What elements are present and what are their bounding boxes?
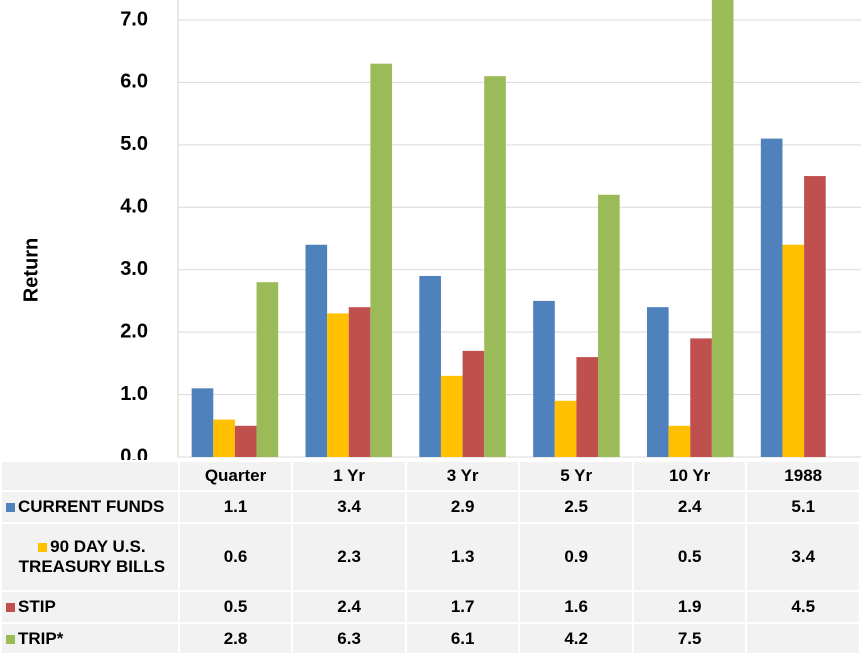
legend-label: TRIP* <box>18 628 64 648</box>
legend-cell: CURRENT FUNDS <box>0 490 180 524</box>
data-table: Quarter 1 Yr 3 Yr 5 Yr 10 Yr 1988 CURRENT FUN… <box>0 460 861 655</box>
bar <box>462 350 485 457</box>
y-tick-label: 7.0 <box>120 8 148 30</box>
table-value: 7.5 <box>631 622 748 655</box>
bars <box>191 0 826 457</box>
table-value: 0.9 <box>518 522 634 592</box>
y-tick-label: 6.0 <box>120 71 148 93</box>
table-value: 2.8 <box>177 622 294 655</box>
legend-cell: 90 DAY U.S. TREASURY BILLS <box>0 522 180 592</box>
bar <box>484 76 506 457</box>
legend-swatch <box>6 603 15 612</box>
legend-cell: TRIP* <box>0 622 180 655</box>
bar <box>576 357 599 457</box>
x-tick-label: 5 Yr <box>518 460 634 492</box>
y-tick-label: 1.0 <box>120 383 148 405</box>
table-value: 4.2 <box>518 622 634 655</box>
table-value: 1.3 <box>404 522 521 592</box>
table-value: 0.6 <box>177 522 294 592</box>
table-value: 2.5 <box>518 490 634 524</box>
y-tick-label: 3.0 <box>120 258 148 280</box>
corner <box>0 460 180 492</box>
table-row: CURRENT FUNDS 1.1 3.4 2.9 2.5 2.4 5.1 <box>0 490 861 524</box>
y-axis-label: Return <box>20 238 42 302</box>
bar <box>440 375 463 457</box>
legend-swatch <box>6 634 15 644</box>
legend-label: CURRENT FUNDS <box>18 497 165 516</box>
table-value: 1.6 <box>518 590 634 624</box>
bar <box>554 400 577 457</box>
x-tick-label: Quarter <box>177 460 294 492</box>
x-tick-label: 10 Yr <box>631 460 748 492</box>
legend-label: STIP <box>18 597 56 616</box>
table-value: 0.5 <box>631 522 748 592</box>
table-value: 2.4 <box>631 490 748 524</box>
bar <box>598 194 620 457</box>
bar <box>256 282 279 457</box>
table-value: 3.4 <box>745 522 861 592</box>
y-tick-label: 0.0 <box>120 445 148 460</box>
table-value: 6.1 <box>404 622 521 655</box>
x-tick-label: 1988 <box>745 460 861 492</box>
bar <box>804 176 826 457</box>
table-value: 1.9 <box>631 590 748 624</box>
bar <box>191 388 214 457</box>
bar <box>711 0 734 457</box>
legend-swatch <box>6 503 15 512</box>
y-tick-label: 4.0 <box>120 196 148 218</box>
x-tick-label: 1 Yr <box>291 460 407 492</box>
bar <box>782 244 805 457</box>
bar <box>690 338 712 457</box>
bar <box>234 425 257 457</box>
bar <box>646 307 669 457</box>
bar <box>419 275 441 457</box>
table-value <box>745 622 861 655</box>
y-tick-label: 5.0 <box>120 133 148 155</box>
table-row: TRIP* 2.8 6.3 6.1 4.2 7.5 <box>0 622 861 655</box>
x-tick-label: 3 Yr <box>404 460 521 492</box>
table-value: 1.7 <box>404 590 521 624</box>
legend-label: 90 DAY U.S. TREASURY BILLS <box>18 537 166 576</box>
table-row: STIP 0.5 2.4 1.7 1.6 1.9 4.5 <box>0 590 861 624</box>
bar <box>213 419 235 457</box>
table-value: 2.3 <box>291 522 407 592</box>
bar <box>760 138 783 457</box>
bar <box>305 244 328 457</box>
table-row: 90 DAY U.S. TREASURY BILLS 0.6 2.3 1.3 0.9 0.… <box>0 522 861 592</box>
bar <box>668 425 691 457</box>
bar <box>370 63 393 457</box>
table-value: 0.5 <box>177 590 294 624</box>
table-value: 3.4 <box>291 490 407 524</box>
table-value: 5.1 <box>745 490 861 524</box>
table-value: 2.9 <box>404 490 521 524</box>
bar <box>327 313 349 457</box>
bar <box>348 307 371 457</box>
y-tick-label: 2.0 <box>120 320 148 342</box>
table-value: 4.5 <box>745 590 861 624</box>
table-value: 6.3 <box>291 622 407 655</box>
table-value: 2.4 <box>291 590 407 624</box>
header-row: Quarter 1 Yr 3 Yr 5 Yr 10 Yr 1988 <box>0 460 861 492</box>
chart: Return 0.0 1.0 2.0 3.0 4.0 5.0 6.0 7.0 <box>20 0 861 460</box>
table-value: 1.1 <box>177 490 294 524</box>
legend-cell: STIP <box>0 590 180 624</box>
legend-swatch <box>38 543 48 552</box>
bar <box>533 300 555 457</box>
